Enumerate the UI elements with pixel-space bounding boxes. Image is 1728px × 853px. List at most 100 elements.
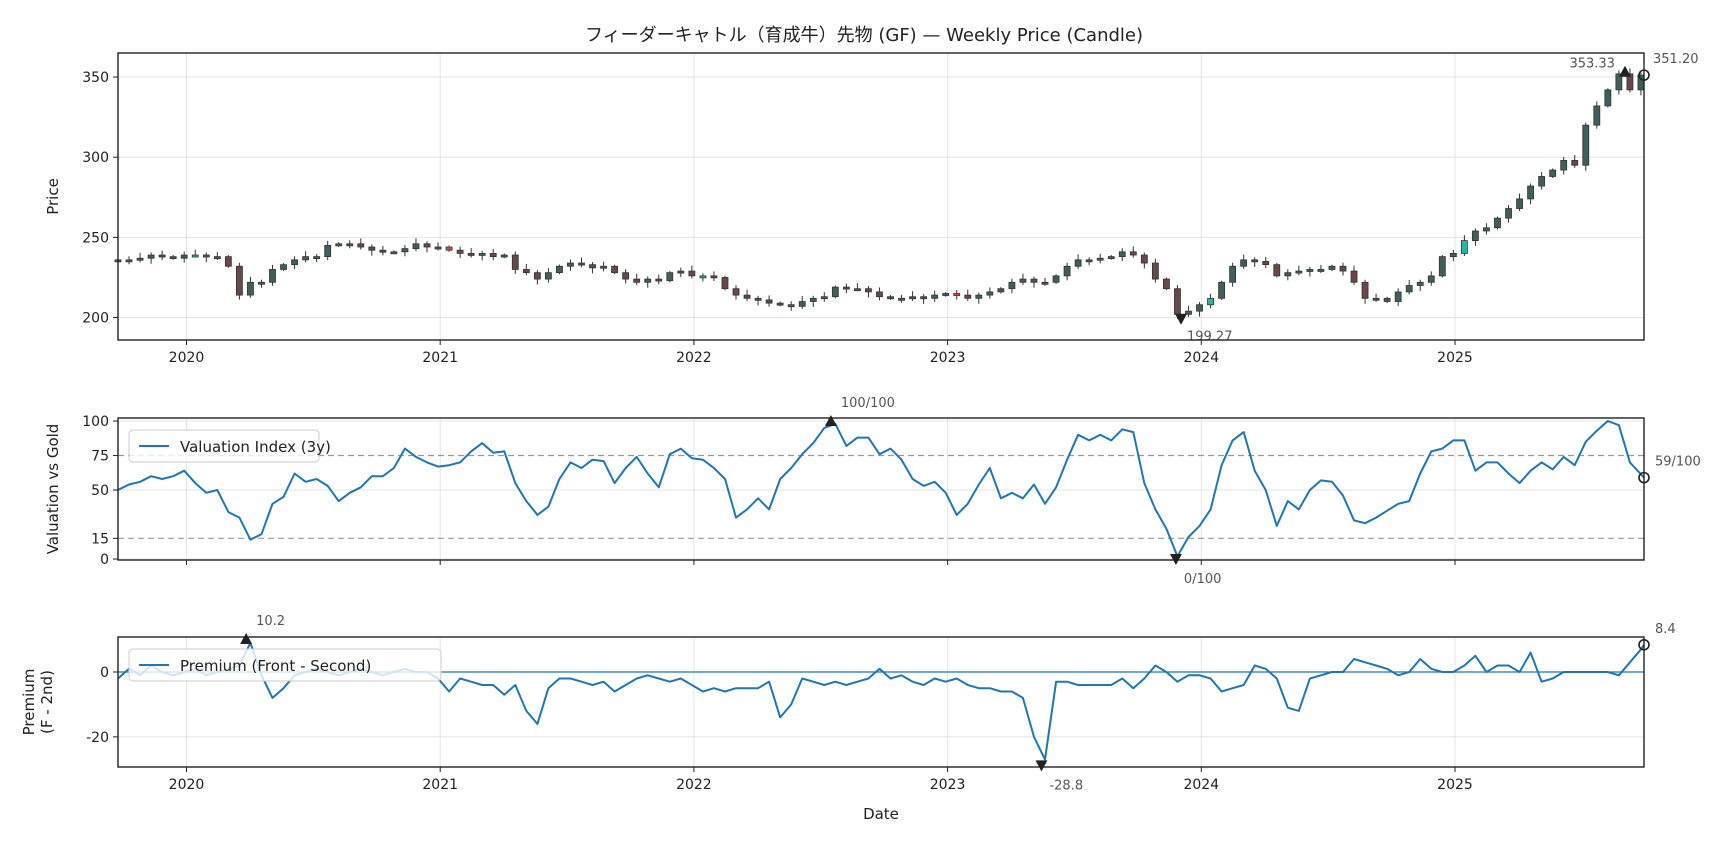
candle-body: [391, 252, 397, 254]
candle-body: [192, 255, 198, 257]
y-tick-label: 75: [91, 449, 109, 465]
candle-body: [623, 273, 629, 279]
candle-body: [1351, 271, 1357, 282]
candle-body: [888, 297, 894, 299]
candle-body: [1119, 252, 1125, 257]
candle-body: [876, 292, 882, 297]
x-tick-label: 2022: [676, 350, 712, 366]
max-label: 10.2: [256, 614, 285, 629]
candle-body: [347, 244, 353, 246]
candle-body: [579, 263, 585, 265]
candle-body: [634, 279, 640, 282]
candle-body: [1296, 271, 1302, 273]
candle-body: [336, 244, 342, 246]
candle-body: [700, 276, 706, 278]
candle-body: [1274, 265, 1280, 276]
x-tick-label: 2020: [169, 350, 205, 366]
x-tick-label: 2024: [1183, 777, 1219, 793]
candle-body: [678, 271, 684, 273]
last-value-label: 351.20: [1653, 52, 1699, 67]
candle-body: [1307, 269, 1313, 271]
candle-body: [987, 292, 993, 295]
candle-body: [1594, 106, 1600, 125]
candle-body: [744, 295, 750, 298]
candle-body: [777, 303, 783, 305]
candle-body: [1097, 258, 1103, 260]
candle-body: [1219, 282, 1225, 298]
min-label: 0/100: [1184, 572, 1221, 587]
candle-body: [137, 258, 143, 260]
candle-body: [1230, 266, 1236, 282]
candle-body: [1064, 266, 1070, 276]
candle-body: [1583, 125, 1589, 165]
candle-body: [1373, 298, 1379, 300]
candle-body: [921, 297, 927, 299]
y-tick-label: 0: [100, 665, 109, 681]
candle-body: [258, 282, 264, 284]
candle-body: [1340, 266, 1346, 271]
x-axis-label: Date: [863, 805, 899, 823]
y-tick-label: 0: [100, 552, 109, 568]
candle-body: [468, 253, 474, 255]
candle-body: [1539, 176, 1545, 186]
candle-body: [932, 295, 938, 298]
candle-body: [766, 300, 772, 303]
candle-body: [1130, 252, 1136, 255]
last-value-label: 59/100: [1655, 455, 1701, 470]
candle-body: [1163, 279, 1169, 289]
candle-body: [325, 245, 331, 256]
candle-body: [865, 289, 871, 292]
candle-body: [1086, 260, 1092, 262]
candle-body: [832, 287, 838, 297]
x-tick-label: 2023: [930, 777, 966, 793]
candle-body: [1285, 273, 1291, 276]
x-tick-label: 2020: [169, 777, 205, 793]
candle-body: [534, 273, 540, 279]
candle-body: [247, 282, 253, 295]
candle-body: [711, 276, 717, 278]
candle-body: [976, 295, 982, 298]
candle-body: [1550, 170, 1556, 176]
candle-body: [755, 298, 761, 300]
candle-body: [645, 279, 651, 282]
candle-body: [799, 302, 805, 307]
candle-body: [998, 289, 1004, 292]
candle-body: [1053, 276, 1059, 282]
candle-body: [402, 249, 408, 252]
candle-body: [369, 247, 375, 250]
candle-body: [612, 266, 618, 272]
candle-body: [1075, 260, 1081, 266]
candle-body: [435, 247, 441, 249]
candle-body: [1241, 260, 1247, 266]
candle-body: [1031, 279, 1037, 282]
candle-body: [1506, 209, 1512, 219]
candle-body: [358, 244, 364, 247]
candle-body: [512, 255, 518, 269]
candle-body: [490, 253, 496, 256]
candle-body: [1395, 292, 1401, 302]
candle-body: [181, 255, 187, 258]
candle-body: [126, 260, 132, 262]
candle-body: [281, 265, 287, 270]
candle-body: [1417, 282, 1423, 285]
x-tick-label: 2024: [1183, 350, 1219, 366]
candle-body: [788, 305, 794, 307]
candle-body: [1362, 282, 1368, 298]
candle-body: [590, 265, 596, 268]
candle-body: [556, 266, 562, 272]
candle-body: [314, 257, 320, 259]
candle-body: [1472, 231, 1478, 241]
candle-body: [446, 247, 452, 250]
y-axis-label: Price: [44, 178, 62, 215]
max-label: 100/100: [841, 396, 895, 411]
legend-label: Valuation Index (3y): [180, 438, 331, 456]
candle-body: [1263, 261, 1269, 264]
x-tick-label: 2025: [1437, 777, 1473, 793]
y-axis-label: Valuation vs Gold: [44, 424, 62, 555]
x-tick-label: 2025: [1437, 350, 1473, 366]
candle-body: [567, 263, 573, 266]
candle-body: [1494, 218, 1500, 228]
candle-body: [1318, 269, 1324, 271]
x-tick-label: 2023: [930, 350, 966, 366]
candle-body: [910, 297, 916, 299]
